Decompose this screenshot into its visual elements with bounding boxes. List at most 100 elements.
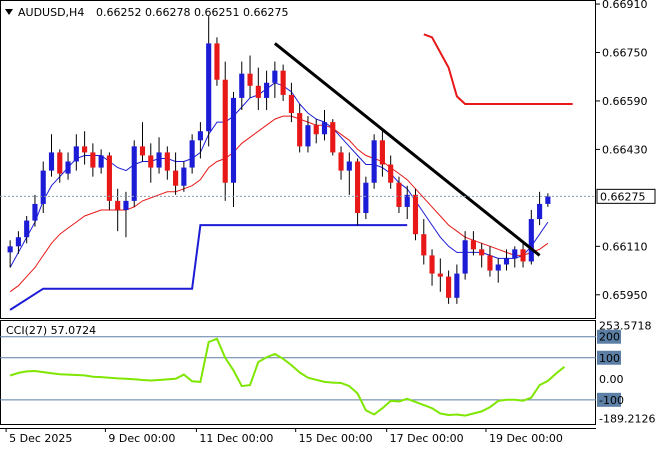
candle-body xyxy=(197,131,203,141)
candle xyxy=(90,143,96,177)
candle xyxy=(40,161,46,213)
candle xyxy=(222,61,228,201)
candlesticks xyxy=(7,16,551,304)
candle-body xyxy=(470,240,476,250)
candle xyxy=(487,246,493,277)
trendline-path[interactable] xyxy=(273,42,541,257)
cci-panel-frame xyxy=(0,320,596,425)
cci-tick-label: 253.5718 xyxy=(599,319,652,332)
candle xyxy=(346,152,352,195)
price-panel-frame xyxy=(0,0,596,319)
candle xyxy=(214,37,220,86)
cci-tick-label: -189.2126 xyxy=(599,413,655,426)
candle xyxy=(189,134,195,174)
resistance-path xyxy=(423,33,573,105)
candle xyxy=(446,270,452,304)
candle-body xyxy=(173,170,179,186)
candle-body xyxy=(528,219,534,262)
candle-body xyxy=(429,255,435,274)
candle xyxy=(264,70,270,111)
candle-body xyxy=(24,220,30,238)
candle-body xyxy=(164,152,170,171)
time-tick-label: 17 Dec 00:00 xyxy=(390,432,464,445)
candle xyxy=(32,194,38,227)
candle-body xyxy=(421,234,427,256)
time-tick-label: 5 Dec 2025 xyxy=(9,432,72,445)
candle-body xyxy=(446,276,452,298)
candle xyxy=(355,158,361,226)
candle-body xyxy=(98,155,104,168)
candle-body xyxy=(404,194,410,207)
candle xyxy=(65,152,71,180)
candle-body xyxy=(131,146,137,201)
candle xyxy=(24,216,30,244)
candle-body xyxy=(148,155,154,168)
candle xyxy=(338,146,344,180)
candle xyxy=(412,188,419,241)
candle xyxy=(512,246,518,268)
candle-body xyxy=(330,122,336,153)
candle-body xyxy=(247,73,253,86)
price-tick-label: 0.65950 xyxy=(602,289,648,302)
candle xyxy=(272,61,278,98)
candle xyxy=(288,82,294,123)
candle-body xyxy=(363,182,369,213)
candle-body xyxy=(106,155,112,201)
candle-body xyxy=(139,146,146,156)
ma-slow-path xyxy=(9,115,549,293)
candle-body xyxy=(512,249,518,259)
candle xyxy=(421,219,427,265)
moving-average-slow xyxy=(9,115,549,293)
cci-tick-label: -100 xyxy=(599,394,624,407)
candle xyxy=(321,110,328,141)
time-tick-label: 15 Dec 00:00 xyxy=(299,432,373,445)
candle xyxy=(197,122,203,159)
time-tick-label: 9 Dec 00:00 xyxy=(108,432,175,445)
candle xyxy=(131,140,137,207)
candle-body xyxy=(57,152,63,174)
time-axis: 5 Dec 2025 9 Dec 00:00 11 Dec 00:00 15 Dec … xyxy=(5,428,563,445)
cci-level-badge xyxy=(597,329,621,344)
cci-level-badge xyxy=(597,350,621,365)
candle xyxy=(123,191,129,238)
price-tick-label: 0.66110 xyxy=(602,240,648,253)
cci-path xyxy=(9,337,566,417)
moving-average-fast xyxy=(9,82,549,268)
candle xyxy=(280,64,286,101)
candle xyxy=(7,240,13,268)
candle-body xyxy=(388,164,394,183)
candle xyxy=(57,149,63,183)
current-price-label: 0.66275 xyxy=(600,190,646,203)
candle-body xyxy=(454,273,460,298)
symbol-label: AUDUSD,H4 xyxy=(18,6,84,19)
trendline[interactable] xyxy=(273,42,541,257)
candle-body xyxy=(90,152,96,168)
candle xyxy=(545,193,551,207)
candle-body xyxy=(437,273,443,277)
candle-body xyxy=(230,97,237,183)
candle-body xyxy=(412,194,419,235)
candle xyxy=(297,103,303,153)
price-tick-label: 0.66430 xyxy=(602,143,648,156)
candle xyxy=(247,55,253,98)
candle-body xyxy=(206,43,212,132)
ma-fast-path xyxy=(9,82,549,268)
time-tick-label: 19 Dec 00:00 xyxy=(489,432,563,445)
candle-body xyxy=(181,167,187,186)
triangle-down-icon[interactable] xyxy=(5,9,13,15)
candle xyxy=(106,152,112,210)
candle xyxy=(139,122,146,162)
candle-body xyxy=(272,70,278,83)
price-axis: 0.66910 0.66750 0.66590 0.66430 0.66110 0.659… xyxy=(596,0,648,302)
candle-body xyxy=(305,125,311,147)
cci-label: CCI(27) 57.0724 xyxy=(6,324,96,337)
candle-body xyxy=(264,82,270,98)
candle-body xyxy=(346,161,352,171)
price-tick-label: 0.66750 xyxy=(602,46,648,59)
current-price-badge: 0.66275 xyxy=(596,188,656,204)
candle-body xyxy=(65,161,71,174)
candle-body xyxy=(214,43,220,80)
candle-body xyxy=(73,146,79,162)
candle-body xyxy=(82,146,88,153)
candle xyxy=(470,231,476,256)
